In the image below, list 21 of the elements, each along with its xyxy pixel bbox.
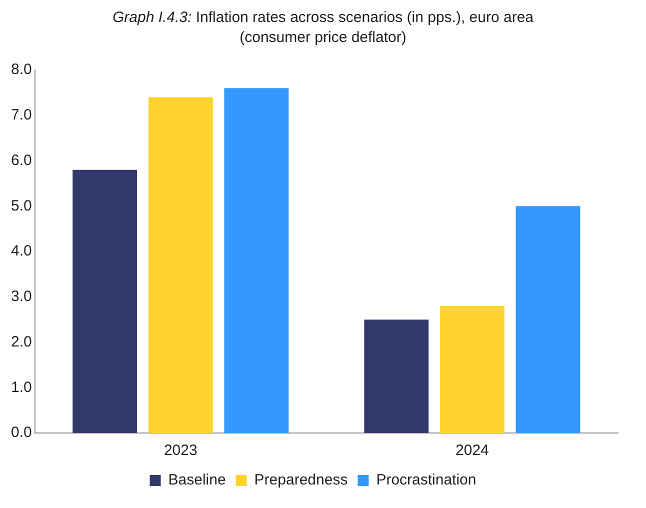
y-tick-label: 1.0 <box>10 378 32 396</box>
y-tick-label: 6.0 <box>10 152 32 169</box>
bar <box>224 88 289 433</box>
x-tick-label: 2023 <box>164 442 198 460</box>
y-tick-label: 7.0 <box>10 106 32 124</box>
x-tick-label: 2024 <box>456 442 489 460</box>
y-tick-label: 5.0 <box>10 197 32 214</box>
bar <box>148 97 213 433</box>
chart-title: Graph I.4.3: Inflation rates across scenarios (in pps.), euro area (consumer price deflator) <box>111 8 535 48</box>
y-tick-label: 4.0 <box>10 242 32 260</box>
y-tick-label: 0.0 <box>10 424 32 442</box>
bar <box>516 206 580 433</box>
legend-label: Procrastination <box>376 472 476 489</box>
bar <box>72 170 138 433</box>
y-tick-label: 3.0 <box>10 288 32 306</box>
legend-label: Preparedness <box>254 472 348 489</box>
legend-label: Baseline <box>168 472 226 489</box>
y-tick-label: 8.0 <box>10 61 32 78</box>
y-tick-label: 2.0 <box>10 333 32 350</box>
bar <box>440 306 504 433</box>
bar <box>364 320 429 433</box>
